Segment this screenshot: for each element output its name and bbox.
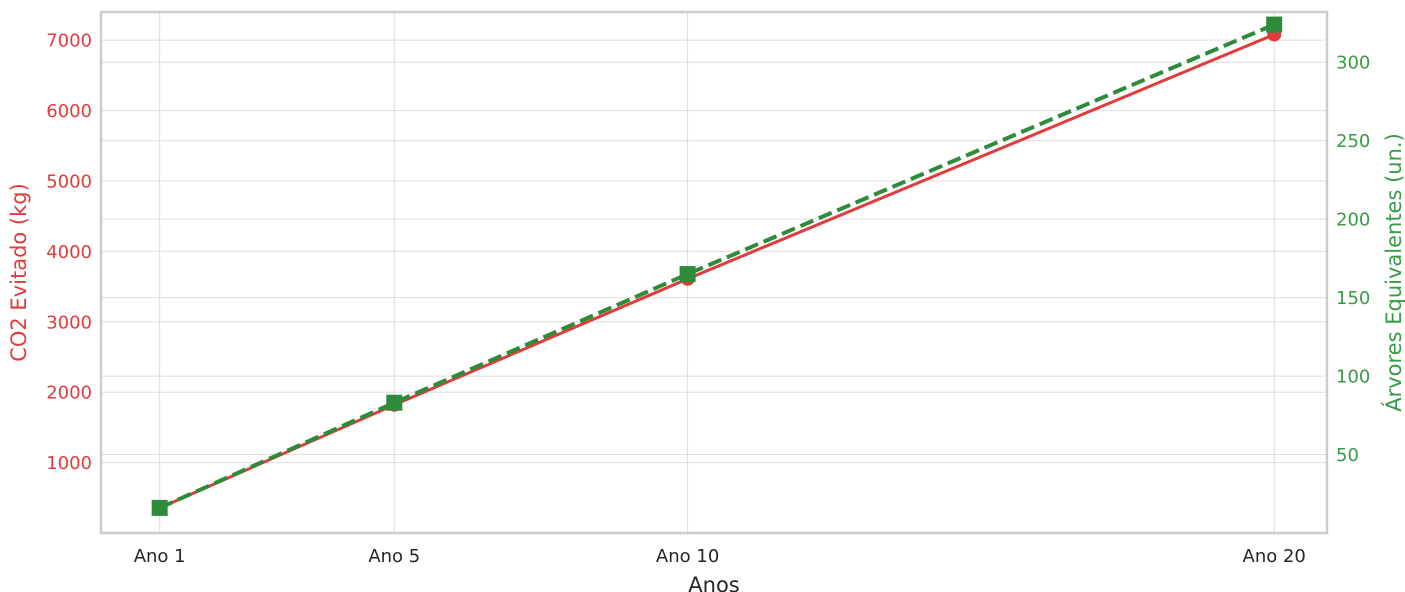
data-point-marker [1266, 16, 1283, 33]
y-tick-label: 4000 [46, 242, 92, 263]
data-point-marker [151, 499, 168, 516]
y2-tick-label: 250 [1336, 131, 1370, 152]
y2-axis-label: Árvores Equivalentes (un.) [1381, 133, 1405, 412]
data-point-marker [386, 394, 403, 411]
y2-ticks: 50 100 150 200 250 300 [1336, 53, 1370, 466]
series-line [159, 33, 1275, 510]
y2-tick-label: 150 [1336, 288, 1370, 309]
y2-tick-label: 200 [1336, 210, 1370, 231]
series-right [151, 16, 1283, 516]
plot-frame [99, 10, 1329, 535]
x-tick-label: Ano 5 [368, 546, 420, 567]
series-layer [151, 16, 1283, 516]
x-tick-label: Ano 20 [1243, 546, 1306, 567]
y-ticks: 1000 2000 3000 4000 5000 6000 7000 [46, 31, 92, 474]
grid [101, 12, 1327, 533]
data-point-marker [679, 266, 696, 283]
y-tick-label: 7000 [46, 31, 92, 52]
y-tick-label: 2000 [46, 383, 92, 404]
y-axis-label: CO2 Evitado (kg) [7, 183, 31, 362]
y-tick-label: 6000 [46, 101, 92, 122]
series-left [152, 27, 1282, 516]
y-tick-label: 1000 [46, 453, 92, 474]
x-tick-label: Ano 1 [134, 546, 186, 567]
y-tick-label: 5000 [46, 171, 92, 192]
series-line [158, 22, 1275, 510]
x-tick-label: Ano 10 [656, 546, 719, 567]
y2-tick-label: 100 [1336, 367, 1370, 388]
x-ticks: Ano 1 Ano 5 Ano 10 Ano 20 [134, 546, 1306, 567]
y2-tick-label: 50 [1336, 445, 1359, 466]
y-tick-label: 3000 [46, 312, 92, 333]
x-axis-label: Anos [688, 573, 739, 592]
y2-tick-label: 300 [1336, 53, 1370, 74]
